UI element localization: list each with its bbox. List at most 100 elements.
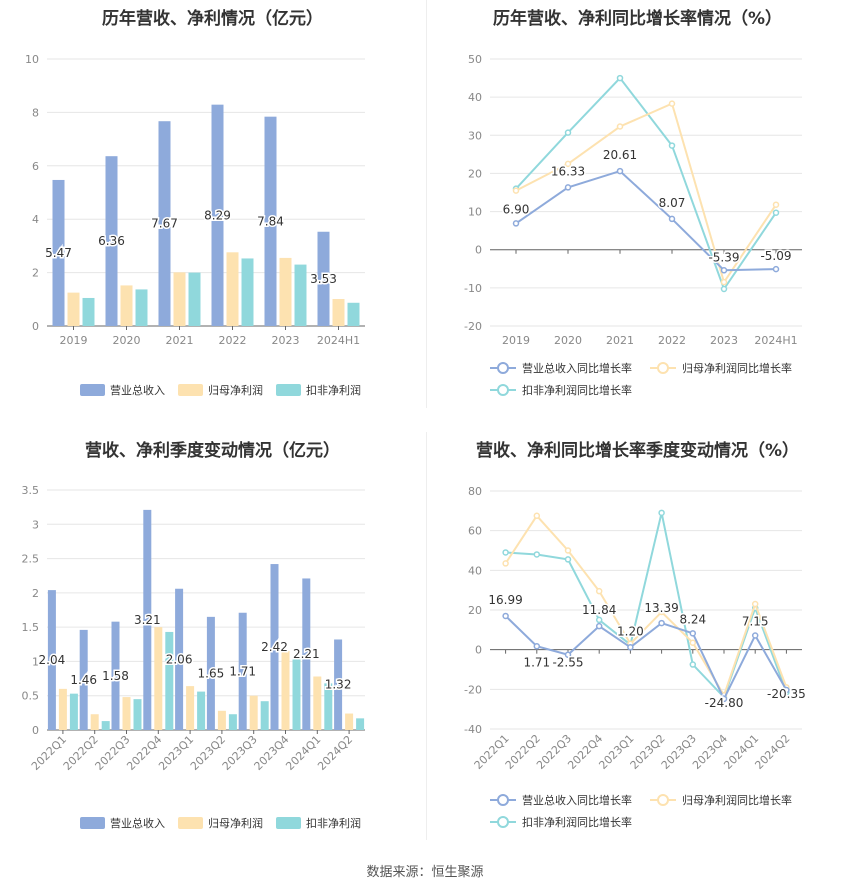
bar xyxy=(186,686,195,730)
data-point xyxy=(772,201,780,208)
legend-marker xyxy=(657,794,669,806)
legend-label: 扣非净利润同比增长率 xyxy=(522,383,632,397)
bar xyxy=(173,272,186,326)
data-point xyxy=(668,100,676,107)
legend-marker xyxy=(497,816,509,828)
data-label: 2.42 xyxy=(261,640,288,654)
bar xyxy=(302,578,311,730)
chart-svg: 00.511.522.533.52022Q12022Q22022Q32022Q4… xyxy=(22,484,365,830)
data-point xyxy=(668,142,676,149)
chart-annual-revenue-profit: 历年营收、净利情况（亿元） 0 2 4 6 8 10 2019 2020 2021 2022 202… xyxy=(0,0,425,420)
data-point xyxy=(751,600,759,608)
data-point xyxy=(564,547,572,554)
x-tick-label: 2024Q2 xyxy=(752,732,792,772)
bar xyxy=(101,721,110,730)
y-tick-label: 8 xyxy=(32,106,39,119)
data-label: 1.46 xyxy=(70,673,97,687)
y-tick-label: 6 xyxy=(32,160,39,173)
data-label: 8.24 xyxy=(679,612,706,626)
chart-title: 营收、净利季度变动情况（亿元） xyxy=(85,441,340,461)
data-point xyxy=(783,686,790,694)
chart-title: 历年营收、净利同比增长率情况（%） xyxy=(492,9,783,29)
data-label: 1.32 xyxy=(325,678,352,692)
bar xyxy=(356,718,365,730)
chart-title: 历年营收、净利情况（亿元） xyxy=(102,9,323,29)
data-point xyxy=(595,587,603,595)
y-tick-label: -20 xyxy=(464,683,482,696)
x-tick-label: 2019 xyxy=(60,334,88,347)
bar xyxy=(226,252,239,326)
data-label: 16.33 xyxy=(551,164,585,178)
panel-divider-top xyxy=(426,0,427,408)
bar xyxy=(143,509,152,730)
x-tick-label: 2020 xyxy=(113,334,141,347)
y-tick-label: 0 xyxy=(475,244,482,257)
data-point xyxy=(772,265,780,273)
bar xyxy=(332,299,345,326)
y-tick-label: 60 xyxy=(468,525,482,538)
data-label: 8.29 xyxy=(204,208,231,222)
bar xyxy=(279,257,292,326)
series-line xyxy=(515,76,777,292)
x-tick-label: 2024H1 xyxy=(317,334,360,347)
data-point xyxy=(720,695,728,703)
bar xyxy=(175,588,184,730)
bar xyxy=(217,710,226,730)
data-point xyxy=(595,616,603,624)
data-point xyxy=(564,651,572,658)
data-label: 2.21 xyxy=(293,647,320,661)
bar xyxy=(154,627,163,730)
bar xyxy=(188,272,201,326)
chart-annual-growth-rate: 历年营收、净利同比增长率情况（%） -20 -10 0 10 20 30 40 50 2019 2… xyxy=(425,0,850,420)
data-point xyxy=(720,278,728,286)
bar xyxy=(111,621,120,730)
legend-label: 扣非净利润 xyxy=(306,383,361,397)
bar xyxy=(238,612,247,730)
data-label: 2.06 xyxy=(166,652,193,666)
bar xyxy=(347,302,360,326)
y-tick-label: 2.5 xyxy=(22,553,40,566)
series-line xyxy=(504,514,788,698)
bar xyxy=(79,629,88,730)
chart-svg: -20 -10 0 10 20 30 40 50 2019 2020 2021 2022 2023 202… xyxy=(464,53,802,397)
bar xyxy=(133,699,142,730)
bar xyxy=(197,691,206,730)
data-point xyxy=(751,632,759,639)
y-tick-label: 0 xyxy=(32,724,39,737)
data-point xyxy=(533,643,541,650)
bar xyxy=(47,590,56,730)
x-tick-label: 2019 xyxy=(502,334,530,347)
chart-svg: 0 2 4 6 8 10 2019 2020 2021 2022 2023 2024H1 5.47 6.3… xyxy=(25,53,365,397)
panel-divider-bottom xyxy=(426,432,427,840)
data-label: -20.35 xyxy=(767,687,806,701)
data-point xyxy=(502,560,509,567)
data-point xyxy=(512,187,520,194)
y-tick-label: 1 xyxy=(32,655,39,668)
data-label: 16.99 xyxy=(488,593,522,607)
legend-label: 归母净利润同比增长率 xyxy=(682,793,792,807)
data-label: 3.53 xyxy=(310,272,337,286)
legend-label: 归母净利润 xyxy=(208,383,263,397)
x-tick-label: 2023 xyxy=(272,334,300,347)
data-point xyxy=(720,267,728,274)
data-point xyxy=(533,512,541,520)
bar xyxy=(52,179,65,326)
bar xyxy=(82,297,95,326)
data-source: 数据来源：恒生聚源 xyxy=(366,865,484,880)
legend-marker xyxy=(497,794,509,806)
y-tick-label: 0 xyxy=(475,644,482,657)
bar xyxy=(135,289,148,326)
y-tick-label: 80 xyxy=(468,485,482,498)
data-point xyxy=(658,509,665,517)
data-point xyxy=(564,160,572,168)
legend-marker xyxy=(497,384,509,396)
data-label: 2.04 xyxy=(39,653,66,667)
y-tick-label: 3 xyxy=(32,518,39,531)
bar xyxy=(270,564,279,730)
data-point xyxy=(627,644,634,651)
data-point xyxy=(658,619,665,627)
legend-label: 营业总收入 xyxy=(110,816,165,830)
legend-swatch xyxy=(178,817,203,829)
bar xyxy=(228,714,237,730)
data-label: 7.84 xyxy=(257,214,284,228)
